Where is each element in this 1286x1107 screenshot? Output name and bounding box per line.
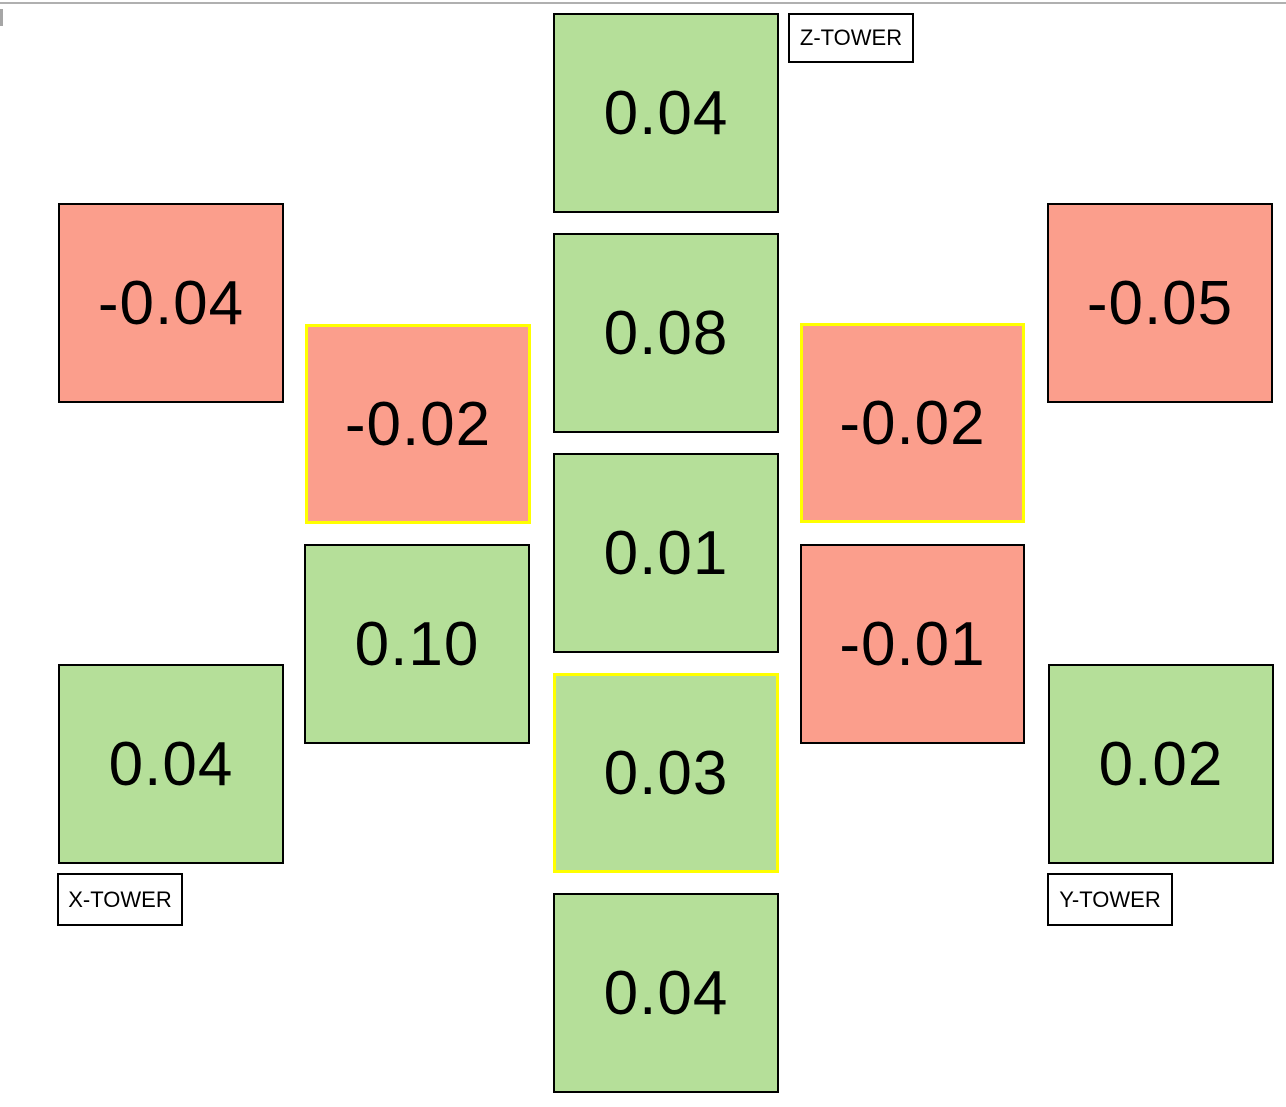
value-box-left-outer-top: -0.04 xyxy=(58,203,284,403)
value-box-right-outer-top: -0.05 xyxy=(1047,203,1273,403)
value-box-center-middle: 0.01 xyxy=(553,453,779,653)
value-box-left-inner-top: -0.02 xyxy=(305,324,531,524)
value-box-left-inner-bottom: 0.10 xyxy=(304,544,530,744)
value-box-center-upper: 0.08 xyxy=(553,233,779,433)
value-box-right-inner-top: -0.02 xyxy=(800,323,1025,523)
value-box-center-lower: 0.03 xyxy=(553,673,779,873)
window-top-edge xyxy=(0,2,1286,4)
z-tower-label: Z-TOWER xyxy=(788,13,914,63)
x-tower-label: X-TOWER xyxy=(57,873,183,926)
value-box-center-bottom: 0.04 xyxy=(553,893,779,1093)
y-tower-label: Y-TOWER xyxy=(1047,873,1173,926)
value-box-right-inner-bottom: -0.01 xyxy=(800,544,1025,744)
value-box-left-outer-bottom: 0.04 xyxy=(58,664,284,864)
value-box-right-outer-bottom: 0.02 xyxy=(1048,664,1274,864)
value-box-center-top: 0.04 xyxy=(553,13,779,213)
window-left-edge-mark xyxy=(0,9,3,26)
